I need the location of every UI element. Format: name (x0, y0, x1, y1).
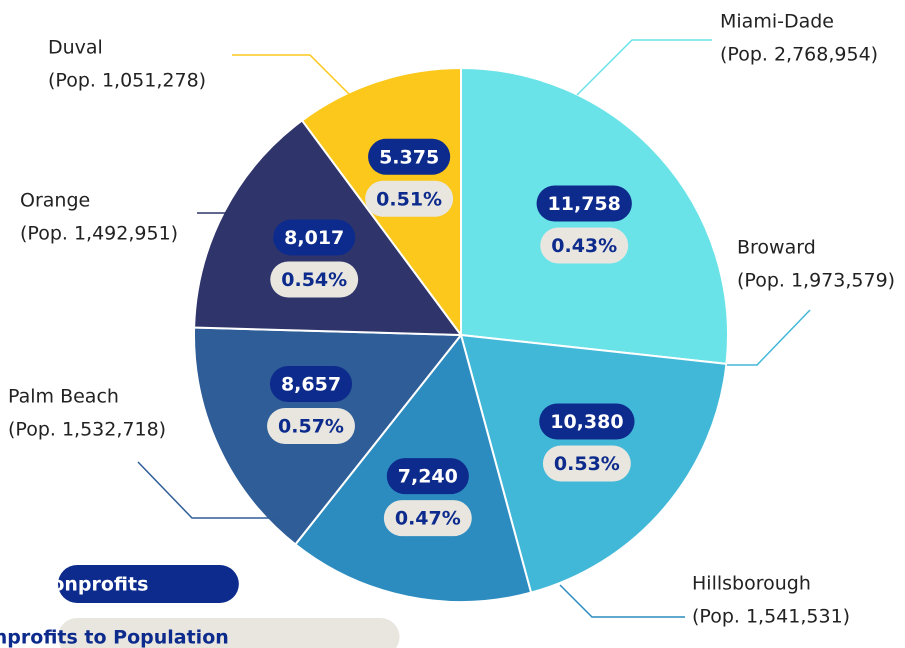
category-label: Miami-Dade (720, 11, 834, 33)
count-badge-bg (368, 138, 451, 175)
percent-badge-text: 0.53% (554, 453, 620, 475)
category-label: Duval (48, 37, 103, 59)
count-badge-text: 10,380 (550, 411, 623, 433)
count-badge-bg (536, 185, 632, 222)
leader-line (727, 309, 811, 366)
category-label: Orange (20, 190, 90, 212)
count-badge: 8,657 (269, 366, 353, 403)
count-badge: 5.375 (368, 138, 451, 175)
legend-pill (58, 565, 239, 603)
leader-line (232, 54, 351, 96)
count-badge: 10,380 (539, 403, 635, 440)
percent-badge: 0.43% (540, 227, 629, 264)
count-badge-bg (539, 403, 635, 440)
leader-line (137, 461, 282, 519)
percent-badge-text: 0.54% (281, 269, 347, 291)
percent-badge-text: 0.57% (278, 416, 344, 438)
percent-badge: 0.57% (267, 408, 355, 445)
population-label: (Pop. 1,541,531) (692, 606, 850, 628)
count-badge: 8,017 (273, 219, 356, 256)
percent-badge-bg (267, 408, 355, 445)
count-badge-text: 7,240 (398, 466, 458, 488)
count-badge-text: 11,758 (548, 193, 621, 215)
legend-label: % of Nonprofits to Population (0, 627, 229, 648)
percent-badge: 0.51% (365, 180, 454, 217)
percent-badge: 0.54% (270, 261, 359, 298)
percent-badge-text: 0.47% (395, 508, 461, 530)
percent-badge-bg (365, 180, 454, 217)
population-label: (Pop. 1,973,579) (737, 270, 895, 292)
leader-line (559, 584, 685, 618)
category-label: Hillsborough (692, 573, 811, 595)
percent-badge: 0.53% (542, 445, 631, 482)
legend-pill (58, 618, 400, 648)
population-label: (Pop. 1,532,718) (8, 419, 166, 441)
percent-badge: 0.47% (383, 500, 472, 537)
population-label: (Pop. 1,051,278) (48, 70, 206, 92)
legend-label: #of Nonprofits (0, 574, 148, 596)
percent-badge-bg (270, 261, 359, 298)
count-badge-text: 8,017 (284, 227, 344, 249)
leader-line (576, 39, 712, 96)
category-label: Palm Beach (8, 386, 119, 408)
percent-badge-text: 0.43% (551, 235, 617, 257)
count-badge-text: 5.375 (379, 146, 439, 168)
category-label: Broward (737, 237, 816, 259)
percent-badge-bg (383, 500, 472, 537)
count-badge-text: 8,657 (281, 374, 341, 396)
count-badge: 7,240 (386, 458, 469, 495)
population-label: (Pop. 1,492,951) (20, 223, 178, 245)
count-badge-bg (269, 366, 353, 403)
count-badge-bg (273, 219, 356, 256)
percent-badge-bg (540, 227, 629, 264)
count-badge: 11,758 (536, 185, 632, 222)
percent-badge-bg (542, 445, 631, 482)
population-label: (Pop. 2,768,954) (720, 44, 878, 66)
percent-badge-text: 0.51% (376, 188, 442, 210)
count-badge-bg (386, 458, 469, 495)
